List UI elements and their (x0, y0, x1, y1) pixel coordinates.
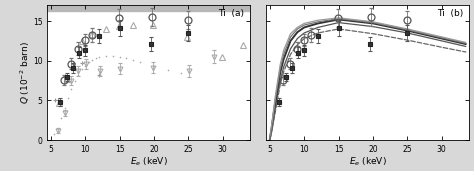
Bar (47, 5, 250, 11)
Text: Ti  (b): Ti (b) (437, 9, 463, 18)
Text: Ti  (a): Ti (a) (218, 9, 244, 18)
Y-axis label: $Q$ (10$^{-2}$ barn): $Q$ (10$^{-2}$ barn) (18, 41, 32, 104)
X-axis label: $E_e$ (keV): $E_e$ (keV) (349, 155, 387, 168)
X-axis label: $E_e$ (keV): $E_e$ (keV) (130, 155, 168, 168)
